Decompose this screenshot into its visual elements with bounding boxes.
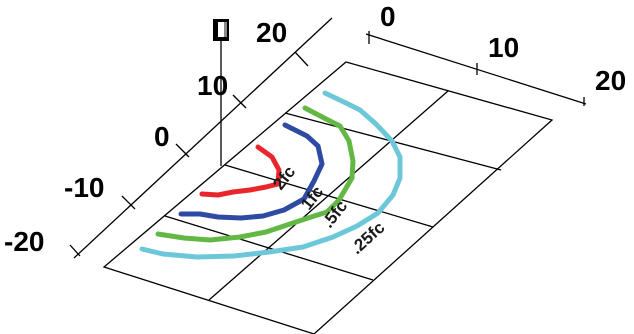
left-axis-tick	[69, 244, 81, 257]
contours	[139, 90, 403, 260]
left-axis-label: 20	[256, 17, 287, 48]
contour-label-1fc: 1fc	[297, 182, 327, 213]
left-axis	[69, 17, 333, 259]
left-axis-labels: 20 10 0 -10 -20	[4, 17, 287, 257]
contour-curve-025fc	[139, 90, 403, 260]
left-axis-tick	[294, 51, 309, 67]
light-fixture-icon	[213, 19, 229, 41]
grid-line	[224, 164, 434, 228]
ground-grid	[102, 61, 554, 334]
right-axis-label: 0	[380, 1, 396, 32]
contour-label-05fc: .5fc	[318, 197, 351, 232]
left-axis-line	[73, 17, 333, 259]
left-axis-label: -20	[4, 226, 44, 257]
right-axis-label: 10	[488, 32, 519, 63]
right-axis	[365, 31, 587, 106]
right-axis-labels: 0 10 20	[380, 1, 626, 96]
left-axis-label: 0	[154, 121, 170, 152]
contour-curve-1fc	[178, 122, 325, 221]
contour-curve-05fc	[155, 105, 356, 243]
left-axis-label: 10	[197, 70, 228, 101]
grid-line	[164, 215, 374, 281]
right-axis-label: 20	[595, 65, 626, 96]
grid-outline	[102, 61, 554, 334]
contour-curve-2fc	[199, 144, 282, 198]
left-axis-label: -10	[64, 172, 104, 203]
right-axis-line	[365, 33, 587, 105]
left-axis-tick	[232, 94, 247, 109]
contour-label-2fc: 2fc	[269, 162, 299, 193]
contour-label-025fc: .25fc	[347, 218, 389, 258]
left-axis-tick	[121, 195, 136, 210]
left-axis-tick	[175, 143, 190, 158]
